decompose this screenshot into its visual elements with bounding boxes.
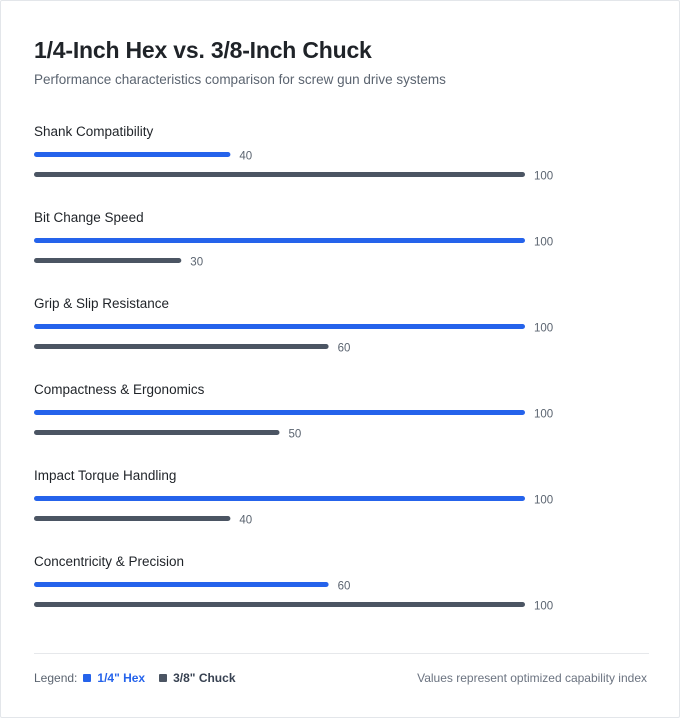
category-label: Shank Compatibility [34, 124, 154, 139]
legend-swatch-hex [83, 674, 92, 682]
legend-label: Legend: [34, 671, 78, 685]
bar-value-label: 100 [534, 323, 553, 335]
bar-value-label: 50 [289, 429, 302, 441]
legend-swatch-chuck [159, 674, 168, 682]
legend: Legend: 1/4" Hex 3/8" Chuck [34, 671, 236, 685]
bar-chuck [34, 172, 525, 177]
legend-item-hex: 1/4" Hex [83, 671, 145, 685]
bar-chuck [34, 430, 280, 435]
bar-value-label: 40 [239, 515, 252, 527]
category-label: Grip & Slip Resistance [34, 296, 169, 311]
bar-value-label: 40 [239, 151, 252, 163]
bar-hex [34, 410, 525, 415]
chart-title: 1/4-Inch Hex vs. 3/8-Inch Chuck [34, 37, 372, 63]
bar-value-label: 30 [190, 257, 203, 269]
bar-hex [34, 238, 525, 243]
bar-value-label: 100 [534, 171, 553, 183]
chart-subtitle: Performance characteristics comparison f… [34, 72, 446, 87]
bar-hex [34, 496, 525, 501]
bar-chuck [34, 344, 329, 349]
footnote: Values represent optimized capability in… [417, 671, 647, 685]
legend-item-chuck: 3/8" Chuck [159, 671, 236, 685]
legend-item-label: 1/4" Hex [97, 671, 146, 685]
bar-value-label: 100 [534, 237, 553, 249]
category-label: Impact Torque Handling [34, 468, 176, 483]
bar-value-label: 60 [338, 581, 351, 593]
category-label: Bit Change Speed [34, 210, 144, 225]
category-label: Compactness & Ergonomics [34, 382, 205, 397]
bar-chuck [34, 602, 525, 607]
category-label: Concentricity & Precision [34, 554, 184, 569]
legend-item-label: 3/8" Chuck [173, 671, 236, 685]
bar-hex [34, 324, 525, 329]
bar-hex [34, 582, 329, 587]
bar-chuck [34, 516, 231, 521]
divider [34, 653, 649, 654]
bar-value-label: 100 [534, 495, 553, 507]
bar-chuck [34, 258, 182, 263]
bar-value-label: 100 [534, 601, 553, 613]
bar-value-label: 100 [534, 409, 553, 421]
bar-hex [34, 152, 231, 157]
bar-value-label: 60 [338, 343, 351, 355]
